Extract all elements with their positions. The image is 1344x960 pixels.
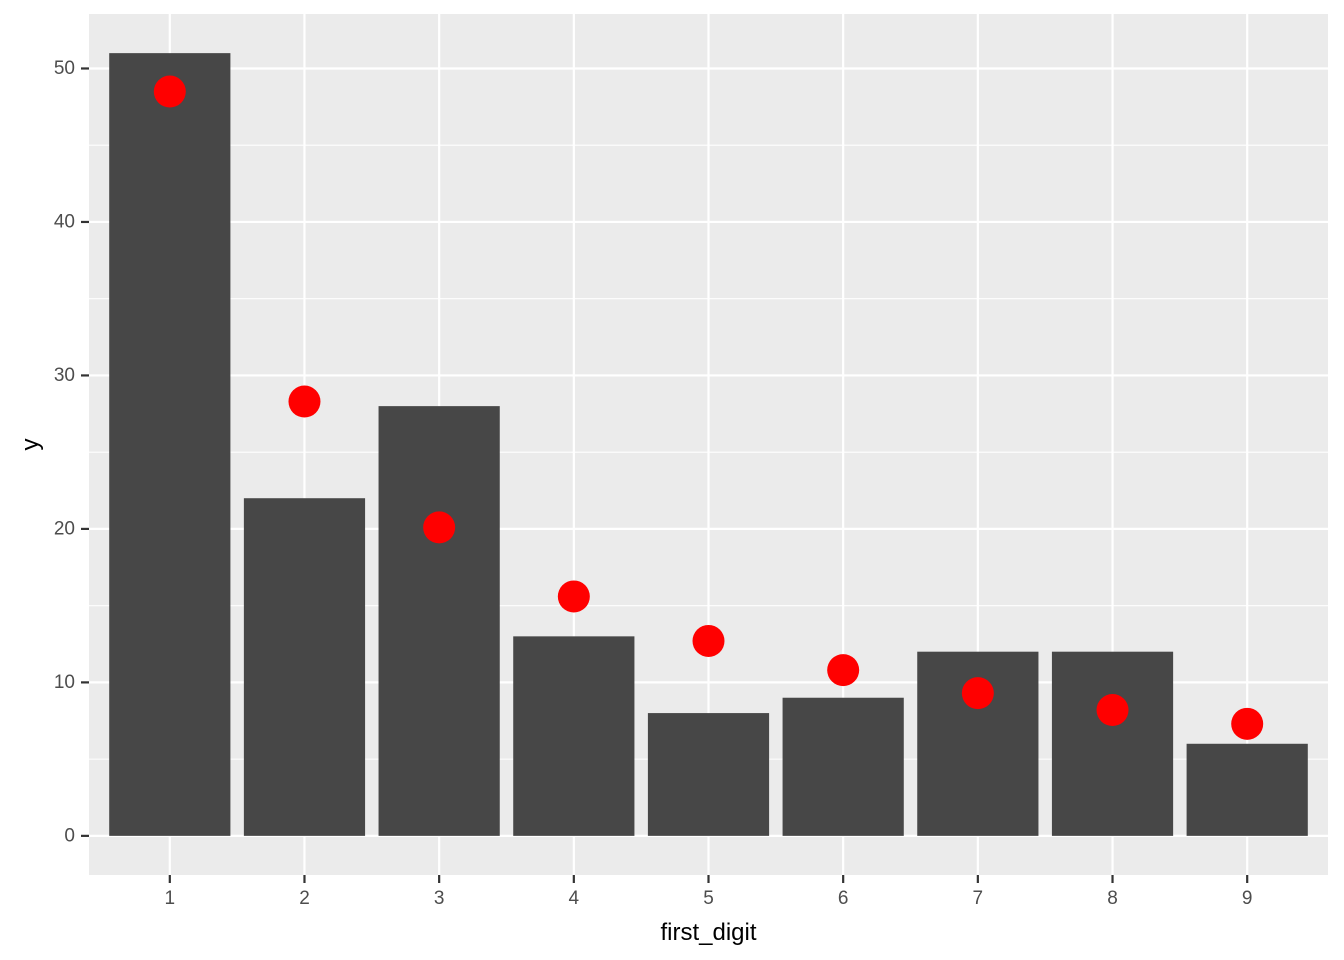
x-axis: 1 2 3 4 5 6 7 8 9 [165,875,1253,909]
point [153,75,186,108]
point [1096,694,1129,727]
x-tick-label: 5 [703,888,714,909]
bar [647,713,770,836]
points [153,75,1264,740]
bar [782,697,904,836]
point [423,511,456,544]
x-tick-label: 2 [299,888,310,909]
y-tick-label: 50 [54,58,75,79]
point [827,654,860,687]
y-tick-label: 20 [54,518,75,539]
x-tick-label: 8 [1107,888,1118,909]
y-axis: 0 10 20 30 40 50 [54,58,89,846]
point [288,385,321,418]
y-tick-label: 0 [64,825,75,846]
x-tick-label: 7 [973,888,984,909]
y-tick-label: 40 [54,211,75,232]
y-tick-label: 10 [54,672,75,693]
point [692,624,725,657]
bar [513,636,635,836]
point [961,677,994,710]
x-tick-label: 6 [838,888,849,909]
x-tick-label: 4 [569,888,580,909]
x-axis-title: first_digit [660,919,756,946]
bar [1051,651,1174,836]
bar [109,53,231,836]
x-tick-label: 3 [434,888,445,909]
y-axis-title: y [17,439,44,451]
x-tick-label: 9 [1242,888,1253,909]
x-tick-label: 1 [165,888,176,909]
point [1231,707,1264,740]
bar [243,498,366,836]
bar [1186,743,1308,836]
point [557,580,590,613]
bar [378,406,500,836]
bars [109,53,1308,836]
y-tick-label: 30 [54,365,75,386]
